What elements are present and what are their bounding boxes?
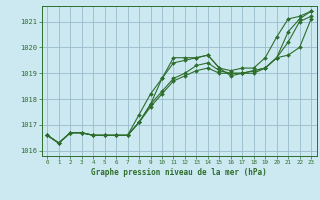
X-axis label: Graphe pression niveau de la mer (hPa): Graphe pression niveau de la mer (hPa): [91, 168, 267, 177]
